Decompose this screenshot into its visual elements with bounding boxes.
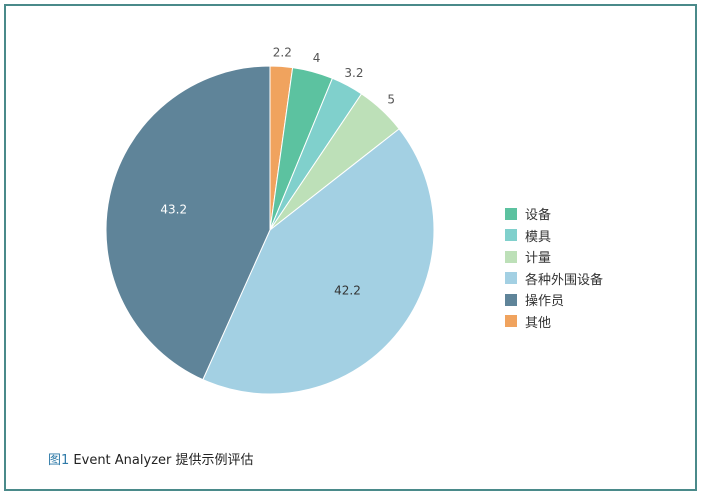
- caption-text: Event Analyzer 提供示例评估: [69, 453, 254, 468]
- legend-item-0: 设备: [505, 203, 603, 225]
- pie-slice-label-3: 5: [387, 93, 395, 107]
- legend-item-1: 模具: [505, 225, 603, 247]
- pie-slice-label-5: 43.2: [160, 202, 187, 216]
- figure-caption: 图1 Event Analyzer 提供示例评估: [48, 449, 254, 468]
- legend-label-5: 其他: [525, 315, 552, 331]
- figure-frame: [4, 4, 697, 491]
- legend-swatch-5: [505, 315, 517, 328]
- figure-label: 图1: [48, 453, 70, 468]
- legend-label-2: 计量: [525, 251, 552, 267]
- legend-label-0: 设备: [525, 208, 552, 224]
- pie-slice-label-0: 2.2: [273, 45, 292, 59]
- legend-swatch-2: [505, 250, 517, 263]
- legend-label-1: 模具: [525, 229, 552, 245]
- legend-swatch-4: [505, 293, 517, 306]
- legend-swatch-3: [505, 272, 517, 285]
- legend-item-3: 各种外围设备: [505, 268, 603, 290]
- legend-item-4: 操作员: [505, 289, 603, 311]
- legend: 设备模具计量各种外围设备 操作员其他: [505, 203, 603, 332]
- pie-slice-5: [105, 65, 271, 381]
- legend-swatch-0: [505, 207, 517, 220]
- pie-slice-label-1: 4: [313, 51, 321, 65]
- legend-item-2: 计量: [505, 246, 603, 268]
- legend-swatch-1: [505, 229, 517, 242]
- pie-slice-label-4: 42.2: [334, 284, 361, 298]
- pie-slice-4: [202, 128, 435, 395]
- legend-item-5: 其他: [505, 311, 603, 333]
- pie-slice-label-2: 3.2: [344, 66, 363, 80]
- legend-label-4: 操作员: [525, 294, 565, 310]
- legend-label-3: 各种外围设备: [525, 272, 604, 288]
